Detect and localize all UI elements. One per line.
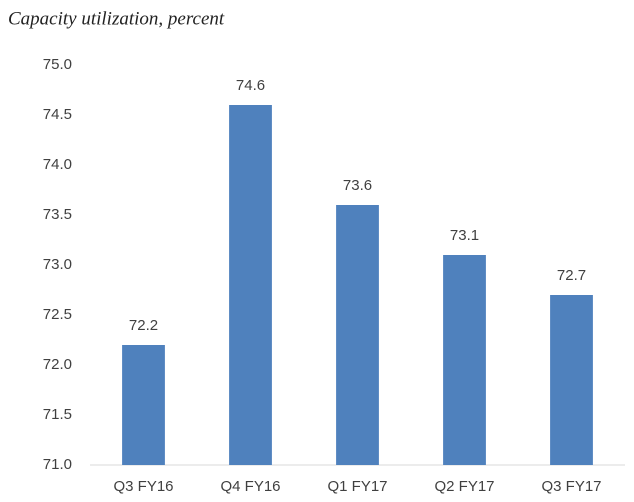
bar <box>229 105 272 465</box>
y-tick-label: 74.5 <box>43 106 72 123</box>
value-label: 72.2 <box>129 317 158 334</box>
bar <box>550 295 593 465</box>
x-tick-label: Q3 FY17 <box>541 478 601 495</box>
y-tick-label: 74.0 <box>43 156 72 173</box>
x-tick-label: Q2 FY17 <box>434 478 494 495</box>
x-tick-label: Q4 FY16 <box>220 478 280 495</box>
y-tick-label: 73.0 <box>43 256 72 273</box>
y-tick-label: 72.5 <box>43 306 72 323</box>
x-tick-label: Q1 FY17 <box>327 478 387 495</box>
value-label: 74.6 <box>236 77 265 94</box>
y-tick-label: 72.0 <box>43 356 72 373</box>
value-label: 73.6 <box>343 177 372 194</box>
chart-subtitle: Capacity utilization, percent <box>8 8 225 29</box>
bar <box>443 255 486 465</box>
y-tick-label: 75.0 <box>43 56 72 73</box>
value-label: 72.7 <box>557 267 586 284</box>
value-label: 73.1 <box>450 227 479 244</box>
y-tick-label: 71.0 <box>43 456 72 473</box>
y-tick-label: 73.5 <box>43 206 72 223</box>
bar <box>122 345 165 465</box>
y-tick-label: 71.5 <box>43 406 72 423</box>
bar <box>336 205 379 465</box>
x-tick-label: Q3 FY16 <box>113 478 173 495</box>
